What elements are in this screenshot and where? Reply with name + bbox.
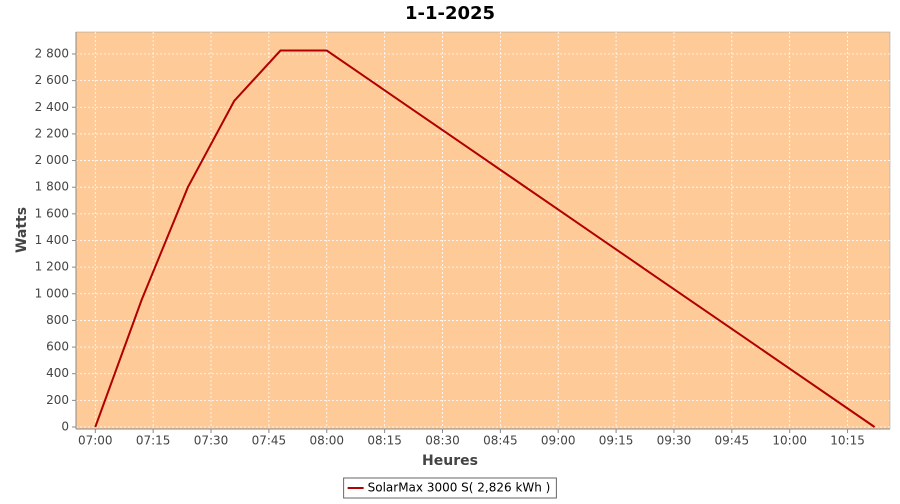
chart-title: 1-1-2025 [405, 3, 495, 24]
plot-area [75, 31, 891, 430]
y-tick-label: 2 400 [35, 100, 69, 114]
y-tick-label: 400 [46, 366, 69, 380]
x-tick-label: 08:45 [483, 434, 518, 448]
y-tick-label: 600 [46, 340, 69, 354]
y-tick-label: 2 000 [35, 153, 69, 167]
y-tick-label: 1 600 [35, 206, 69, 220]
series-line [94, 49, 876, 428]
y-tick-label: 200 [46, 393, 69, 407]
y-tick-label: 0 [61, 420, 69, 434]
x-tick-label: 09:15 [599, 434, 634, 448]
legend-label: SolarMax 3000 S( 2,826 kWh ) [368, 481, 551, 495]
y-tick-label: 1 800 [35, 180, 69, 194]
y-tick-label: 1 200 [35, 260, 69, 274]
x-tick-label: 08:00 [309, 434, 344, 448]
y-tick-label: 1 400 [35, 233, 69, 247]
x-tick-label: 07:30 [194, 434, 229, 448]
x-tick-label: 09:30 [657, 434, 692, 448]
x-tick-label: 09:00 [541, 434, 576, 448]
legend: SolarMax 3000 S( 2,826 kWh ) [343, 477, 557, 499]
x-tick-label: 10:15 [830, 434, 865, 448]
x-tick-label: 07:15 [136, 434, 171, 448]
x-axis-label: Heures [422, 453, 478, 469]
y-tick-label: 2 200 [35, 126, 69, 140]
y-tick-label: 1 000 [35, 286, 69, 300]
y-tick-label: 2 600 [35, 73, 69, 87]
x-tick-label: 10:00 [772, 434, 807, 448]
x-tick-label: 07:00 [78, 434, 113, 448]
x-tick-label: 08:15 [367, 434, 402, 448]
x-tick-label: 09:45 [715, 434, 750, 448]
y-axis-label: Watts [14, 207, 30, 253]
legend-box [343, 477, 557, 499]
x-tick-label: 07:45 [252, 434, 287, 448]
y-tick-label: 800 [46, 313, 69, 327]
x-tick-label: 08:30 [425, 434, 460, 448]
y-tick-label: 2 800 [35, 46, 69, 60]
